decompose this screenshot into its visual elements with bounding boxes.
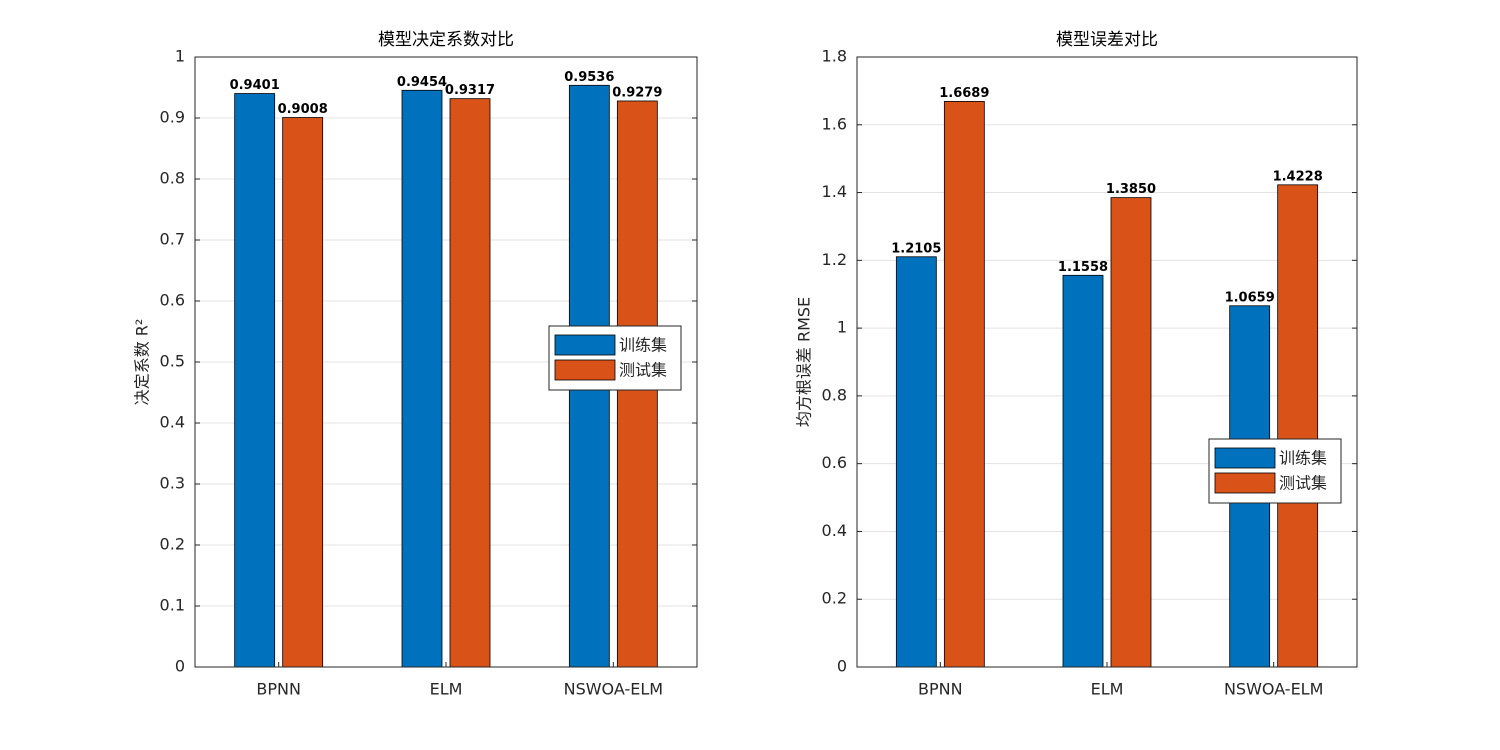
y-tick-label: 0.6 [822, 453, 847, 472]
y-tick-label: 0.4 [160, 413, 185, 432]
legend-swatch [554, 359, 616, 381]
y-tick-label: 1.8 [822, 47, 847, 66]
y-axis-label: 均方根误差 RMSE [795, 297, 814, 427]
y-tick-label: 0.1 [160, 596, 185, 615]
y-tick-label: 1.2 [822, 250, 847, 269]
legend-swatch [554, 334, 616, 356]
value-label: 0.9454 [397, 75, 447, 90]
bar [1277, 184, 1319, 668]
legend-swatch [1214, 472, 1276, 494]
bar [1062, 274, 1104, 668]
bar [449, 98, 491, 668]
value-label: 0.9279 [612, 85, 662, 100]
y-tick-label: 0 [837, 657, 847, 676]
bar [401, 89, 443, 668]
value-label: 1.6689 [939, 86, 989, 101]
chart-title: 模型决定系数对比 [378, 30, 514, 50]
legend-label: 训练集 [1279, 449, 1327, 468]
value-label: 1.1558 [1058, 260, 1108, 275]
axes-box [856, 56, 1358, 668]
bar [282, 117, 324, 668]
value-label: 1.2105 [891, 241, 941, 256]
value-label: 1.0659 [1225, 290, 1275, 305]
bar [943, 101, 985, 668]
bar [1110, 197, 1152, 668]
y-tick-label: 0.4 [822, 521, 847, 540]
y-tick-label: 0.8 [160, 169, 185, 188]
value-label: 1.3850 [1106, 182, 1156, 197]
value-label: 0.9317 [445, 83, 495, 98]
plot-area [857, 57, 1357, 667]
y-tick-label: 0.3 [160, 474, 185, 493]
value-label: 0.9536 [564, 70, 614, 85]
x-tick-label: BPNN [256, 680, 301, 699]
x-tick-label: BPNN [918, 680, 963, 699]
y-axis-label: 决定系数 R² [133, 319, 152, 406]
axes-box [194, 56, 698, 668]
y-tick-label: 0.8 [822, 385, 847, 404]
x-tick-label: NSWOA-ELM [564, 680, 663, 699]
x-tick-label: NSWOA-ELM [1224, 680, 1323, 699]
legend-swatch [1214, 447, 1276, 469]
x-tick-label: ELM [1091, 680, 1124, 699]
y-tick-label: 0.7 [160, 230, 185, 249]
chart-title: 模型误差对比 [1056, 30, 1158, 50]
legend-label: 测试集 [1279, 474, 1327, 493]
value-label: 1.4228 [1273, 169, 1323, 184]
value-label: 0.9401 [230, 78, 280, 93]
x-tick-label: ELM [430, 680, 463, 699]
legend-label: 训练集 [619, 336, 667, 355]
bar [234, 93, 276, 668]
value-label: 0.9008 [278, 102, 328, 117]
y-tick-label: 0.2 [160, 535, 185, 554]
y-tick-label: 1 [837, 318, 847, 337]
y-tick-label: 1.6 [822, 114, 847, 133]
bar [895, 256, 937, 668]
y-tick-label: 0.9 [160, 108, 185, 127]
legend-label: 测试集 [619, 361, 667, 380]
y-tick-label: 1.4 [822, 182, 847, 201]
y-tick-label: 0 [175, 657, 185, 676]
y-tick-label: 0.2 [822, 589, 847, 608]
y-tick-label: 0.5 [160, 352, 185, 371]
y-tick-label: 0.6 [160, 291, 185, 310]
y-tick-label: 1 [175, 47, 185, 66]
